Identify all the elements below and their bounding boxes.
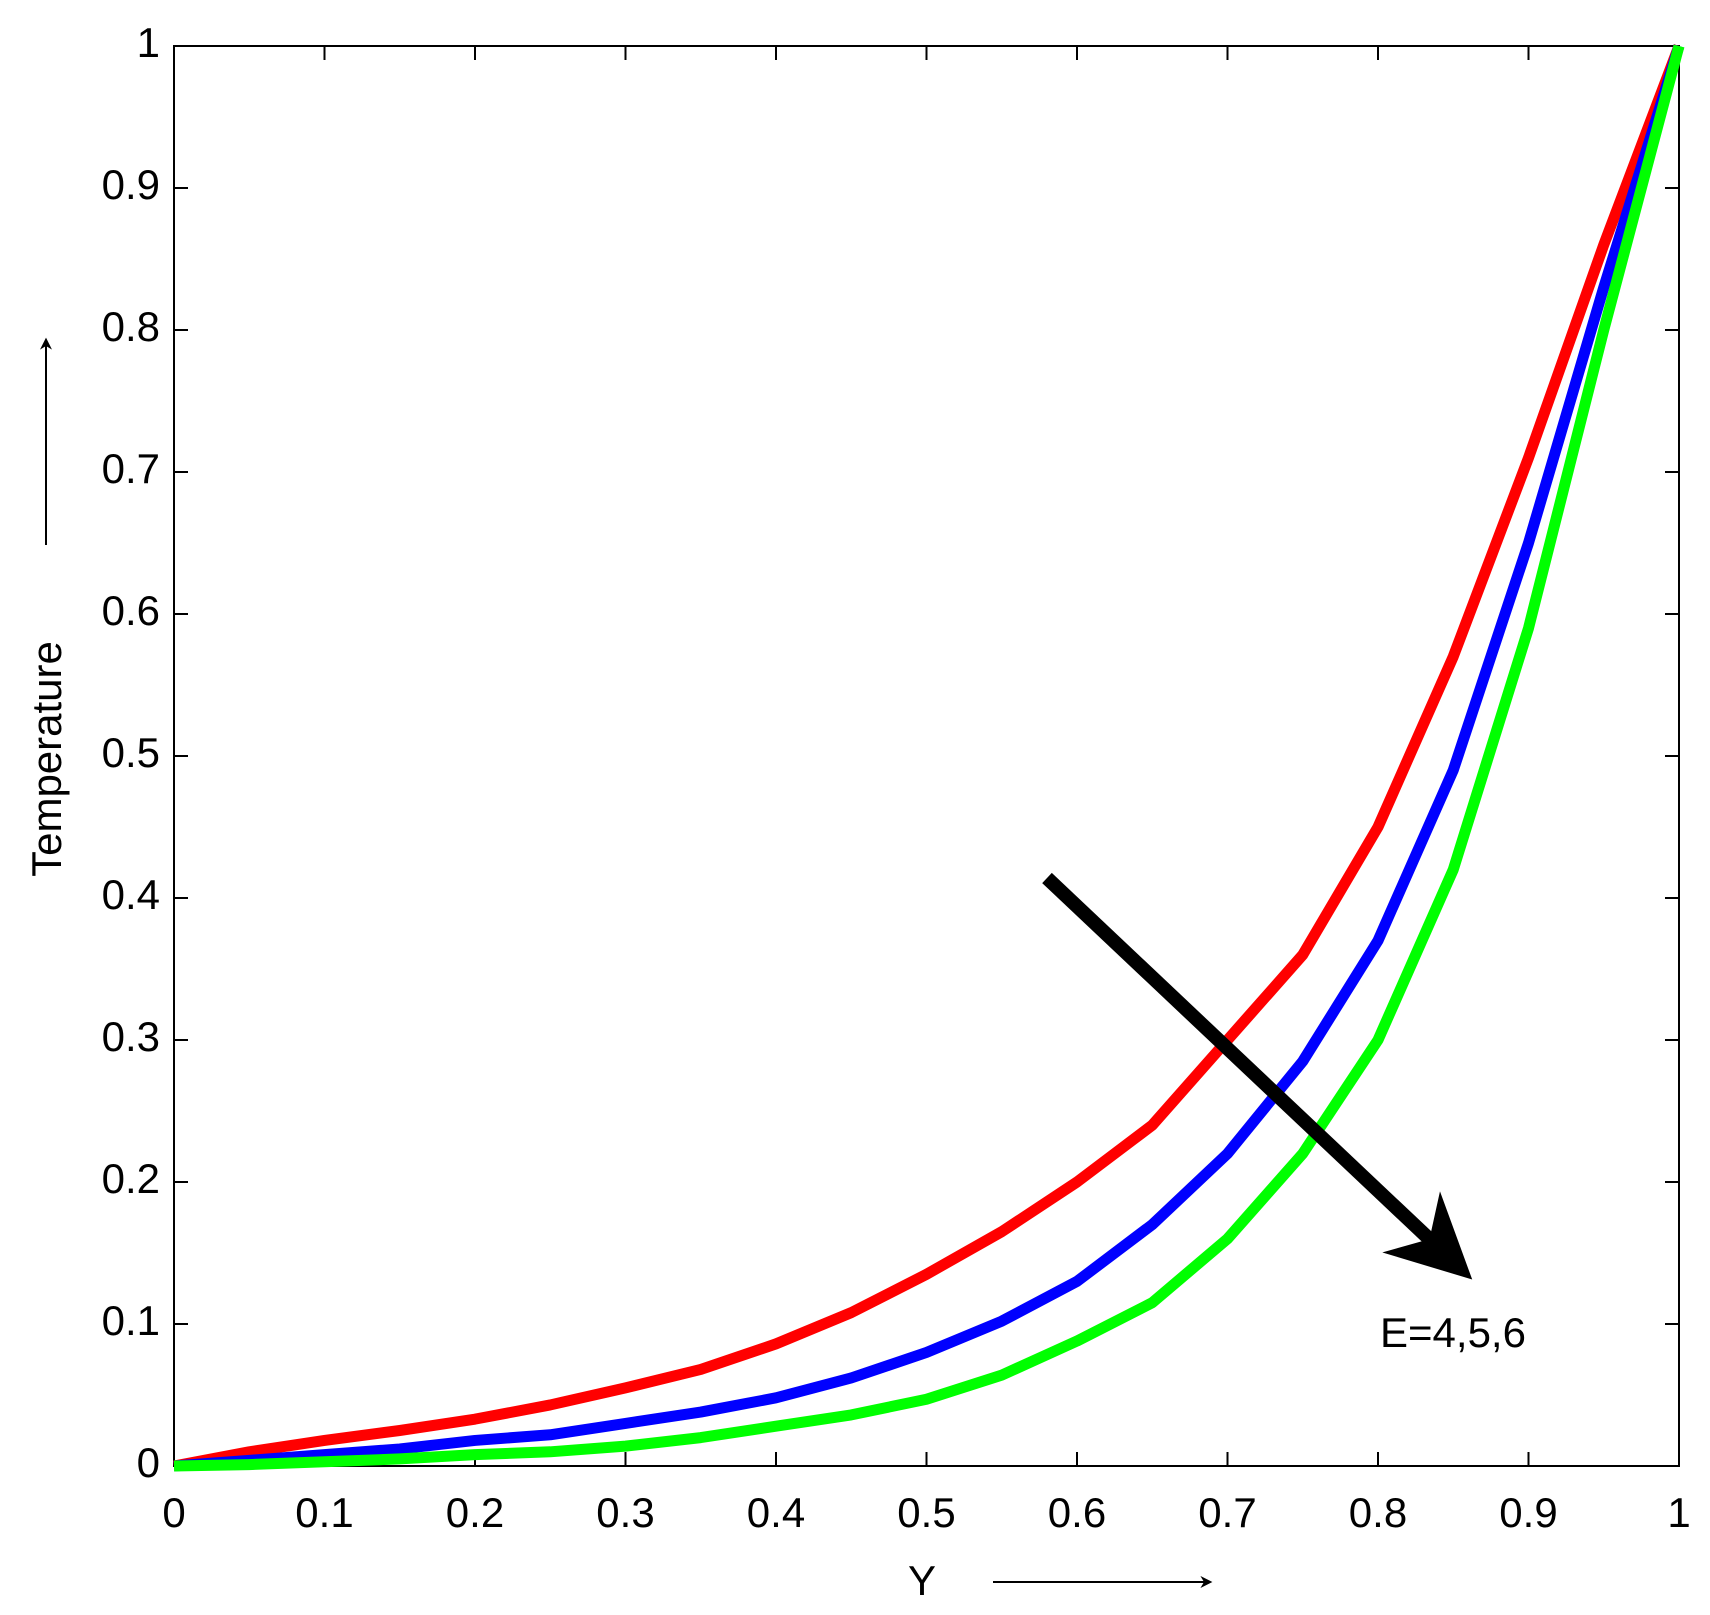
y-tick-label: 0 — [137, 1439, 160, 1486]
trend-arrow — [1042, 872, 1473, 1280]
y-tick-label: 0.6 — [102, 587, 160, 634]
y-tick-label: 0.7 — [102, 445, 160, 492]
y-tick-label: 0.8 — [102, 303, 160, 350]
x-tick-label: 0.2 — [446, 1489, 504, 1536]
series-line — [172, 44, 1685, 1472]
y-tick-label: 1 — [137, 19, 160, 66]
x-tick-label: 0.6 — [1048, 1489, 1106, 1536]
y-tick-label: 0.1 — [102, 1297, 160, 1344]
x-tick-label: 0.1 — [295, 1489, 353, 1536]
y-tick-label: 0.9 — [102, 161, 160, 208]
x-tick-label: 0 — [162, 1489, 185, 1536]
y-tick-label: 0.5 — [102, 729, 160, 776]
x-tick-label: 0.3 — [596, 1489, 654, 1536]
x-tick-label: 0.9 — [1499, 1489, 1557, 1536]
y-tick-label: 0.3 — [102, 1013, 160, 1060]
series-line — [173, 44, 1685, 1472]
y-axis-label: Temperature — [23, 641, 70, 877]
series-line — [173, 44, 1685, 1472]
x-tick-label: 0.5 — [897, 1489, 955, 1536]
x-tick-label: 0.8 — [1349, 1489, 1407, 1536]
y-tick-label: 0.4 — [102, 871, 160, 918]
x-axis-label: Y — [908, 1557, 936, 1604]
annotation: E=4,5,6 — [1380, 1309, 1526, 1356]
x-tick-label: 0.7 — [1198, 1489, 1256, 1536]
y-tick-label: 0.2 — [102, 1155, 160, 1202]
x-tick-label: 1 — [1667, 1489, 1690, 1536]
x-tick-label: 0.4 — [747, 1489, 805, 1536]
